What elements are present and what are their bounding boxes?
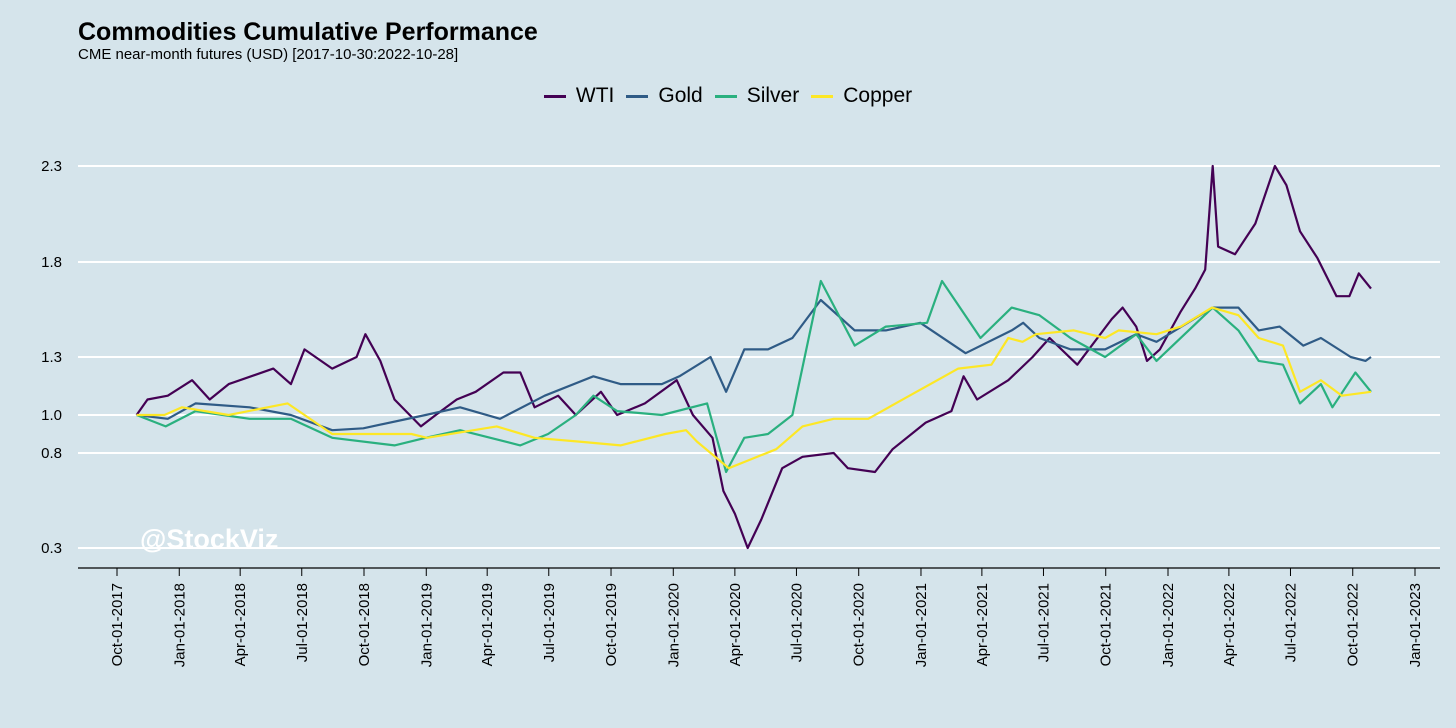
series-line-wti [135, 164, 1372, 550]
watermark: @StockViz [140, 524, 279, 554]
y-tick-label: 0.8 [41, 445, 62, 462]
x-tick-label: Jul-01-2020 [788, 583, 805, 662]
x-tick-label: Apr-01-2018 [232, 583, 249, 666]
legend-item-gold: Gold [626, 84, 703, 108]
x-tick-label: Jul-01-2019 [541, 583, 558, 662]
x-tick-label: Oct-01-2022 [1345, 583, 1362, 666]
x-tick-label: Jan-01-2019 [418, 583, 435, 667]
legend-swatch-copper [811, 94, 834, 98]
legend-label-gold: Gold [658, 84, 703, 107]
series-line-gold [136, 298, 1372, 432]
legend-label-wti: WTI [575, 84, 615, 107]
chart-subtitle: CME near-month futures (USD) [2017-10-30… [78, 46, 459, 63]
x-tick-label: Apr-01-2019 [479, 583, 496, 666]
x-tick-label: Oct-01-2018 [356, 583, 373, 666]
legend-swatch-silver [714, 94, 737, 98]
legend-swatch-gold [626, 94, 649, 98]
legend-item-wti: WTI [543, 84, 615, 108]
legend-item-copper: Copper [811, 84, 912, 108]
x-tick-label: Apr-01-2022 [1221, 583, 1238, 666]
x-tick-label: Apr-01-2020 [727, 583, 744, 666]
x-tick-label: Jan-01-2022 [1160, 583, 1177, 667]
chart-title: Commodities Cumulative Performance [78, 18, 538, 46]
x-tick-label: Jan-01-2018 [171, 583, 188, 667]
series-line-copper [136, 306, 1372, 470]
y-tick-label: 2.3 [41, 158, 62, 175]
x-tick-label: Jan-01-2023 [1407, 583, 1424, 667]
x-tick-label: Oct-01-2017 [109, 583, 126, 666]
series-line-silver [136, 279, 1372, 474]
legend-label-silver: Silver [746, 84, 800, 107]
y-tick-label: 1.8 [41, 254, 62, 271]
x-tick-label: Jul-01-2022 [1282, 583, 1299, 662]
y-tick-label: 0.3 [41, 540, 62, 557]
legend-label-copper: Copper [843, 84, 913, 107]
x-tick-label: Oct-01-2019 [603, 583, 620, 666]
legend-swatch-wti [543, 94, 566, 98]
y-tick-label: 1.3 [41, 349, 62, 366]
legend-item-silver: Silver [714, 84, 800, 108]
x-tick-label: Apr-01-2021 [974, 583, 991, 666]
x-tick-label: Jul-01-2021 [1035, 583, 1052, 662]
x-tick-label: Oct-01-2020 [851, 583, 868, 666]
x-tick-label: Jan-01-2020 [665, 583, 682, 667]
x-tick-label: Jul-01-2018 [294, 583, 311, 662]
x-tick-label: Jan-01-2021 [913, 583, 930, 667]
x-tick-label: Oct-01-2021 [1098, 583, 1115, 666]
y-tick-label: 1.0 [41, 407, 62, 424]
legend: WTI Gold Silver Copper [0, 84, 1456, 108]
